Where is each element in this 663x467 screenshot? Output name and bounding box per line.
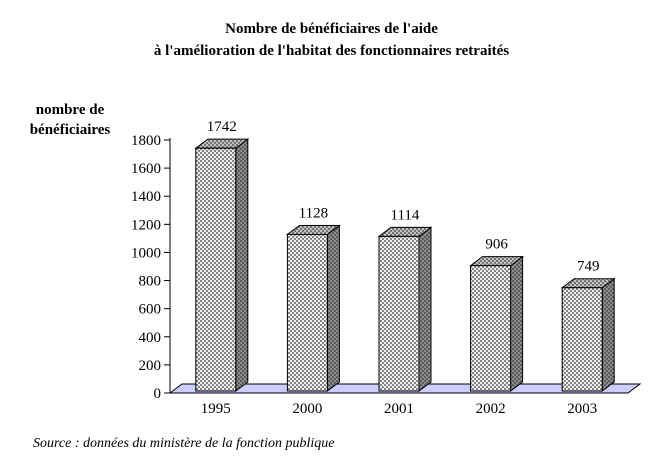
- bar-front-face: [286, 233, 328, 392]
- y-tick-label: 0: [154, 386, 162, 402]
- bar-front-face: [195, 147, 237, 392]
- bar-value-label: 1742: [207, 119, 237, 135]
- y-axis-title: nombre de bénéficiaires: [14, 100, 126, 140]
- y-tick-label: 200: [139, 358, 162, 374]
- y-axis-title-line1: nombre de: [35, 102, 105, 118]
- x-category-label: 2003: [567, 401, 597, 417]
- chart-title: Nombre de bénéficiaires de l'aide à l'am…: [0, 18, 663, 62]
- bar-value-label: 749: [577, 259, 600, 275]
- bar-side-face: [510, 255, 524, 393]
- bar-front-face: [378, 235, 420, 392]
- bar-2002: [469, 255, 525, 393]
- x-category-label: 2002: [476, 401, 506, 417]
- bar-side-face: [235, 138, 249, 392]
- y-tick-label: 600: [139, 302, 162, 318]
- x-category-label: 1995: [201, 401, 231, 417]
- y-tick-label: 1000: [131, 245, 161, 261]
- bar-front-face: [561, 287, 603, 392]
- y-tick-label: 1600: [131, 161, 161, 177]
- y-tick-label: 400: [139, 330, 162, 346]
- chart-title-line1: Nombre de bénéficiaires de l'aide: [225, 21, 438, 37]
- bar-front-face: [470, 265, 512, 392]
- bar-2003: [560, 277, 616, 392]
- source-note: Source : données du ministère de la fonc…: [33, 436, 335, 451]
- x-category-label: 2001: [384, 401, 414, 417]
- y-tick-label: 1800: [131, 133, 161, 149]
- bar-value-label: 906: [485, 237, 508, 253]
- y-tick-label: 1400: [131, 189, 161, 205]
- bar-side-face: [418, 226, 432, 392]
- y-axis-title-line2: bénéficiaires: [29, 122, 111, 138]
- bar-value-label: 1114: [391, 207, 420, 223]
- bar-side-face: [326, 224, 340, 392]
- bar-1995: [194, 138, 250, 392]
- chart-title-line2: à l'amélioration de l'habitat des foncti…: [153, 43, 510, 59]
- bar-value-label: 1128: [299, 205, 328, 221]
- y-tick-label: 800: [139, 274, 162, 290]
- bar-2000: [285, 224, 341, 392]
- bar-side-face: [601, 277, 615, 392]
- x-category-label: 2000: [292, 401, 322, 417]
- bar-2001: [377, 226, 433, 392]
- y-tick-label: 1200: [131, 217, 161, 233]
